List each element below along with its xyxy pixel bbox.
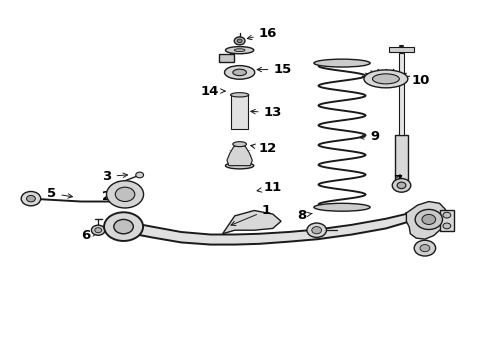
Ellipse shape — [313, 59, 369, 67]
Text: 12: 12 — [250, 142, 277, 155]
Ellipse shape — [232, 141, 246, 147]
Circle shape — [115, 187, 135, 202]
Ellipse shape — [234, 49, 244, 51]
Circle shape — [419, 244, 429, 252]
Ellipse shape — [396, 182, 405, 189]
Circle shape — [311, 226, 321, 234]
Text: 2: 2 — [102, 190, 117, 203]
Ellipse shape — [225, 46, 253, 54]
Ellipse shape — [95, 228, 102, 233]
Text: 7: 7 — [393, 174, 402, 186]
Circle shape — [442, 223, 450, 229]
Circle shape — [104, 212, 143, 241]
Text: 10: 10 — [401, 74, 429, 87]
Ellipse shape — [224, 66, 254, 79]
Text: 16: 16 — [247, 27, 277, 40]
Text: 6: 6 — [81, 229, 97, 242]
Ellipse shape — [372, 74, 399, 84]
Bar — [388, 47, 413, 52]
Text: 4: 4 — [112, 180, 125, 193]
Bar — [398, 53, 404, 135]
Circle shape — [306, 223, 326, 237]
Text: 8: 8 — [297, 209, 311, 222]
Circle shape — [421, 215, 435, 225]
Text: 1: 1 — [230, 204, 270, 225]
Text: 15: 15 — [257, 63, 291, 76]
Bar — [439, 210, 453, 231]
Ellipse shape — [313, 203, 369, 211]
Bar — [394, 135, 407, 180]
Text: 5: 5 — [47, 187, 72, 200]
Circle shape — [26, 195, 35, 202]
Polygon shape — [406, 202, 445, 239]
Circle shape — [114, 220, 133, 234]
Polygon shape — [226, 144, 252, 166]
Text: 3: 3 — [102, 170, 127, 183]
Ellipse shape — [237, 39, 242, 42]
Ellipse shape — [225, 162, 253, 169]
Text: 14: 14 — [200, 85, 224, 98]
Text: 11: 11 — [257, 181, 281, 194]
Text: 9: 9 — [359, 130, 379, 143]
Circle shape — [106, 181, 143, 208]
Bar — [231, 95, 247, 129]
Circle shape — [136, 172, 143, 178]
Circle shape — [413, 240, 435, 256]
Ellipse shape — [363, 70, 407, 88]
Circle shape — [21, 192, 41, 206]
Circle shape — [91, 225, 105, 235]
Ellipse shape — [230, 93, 248, 97]
Circle shape — [442, 212, 450, 218]
Ellipse shape — [234, 37, 244, 45]
Circle shape — [414, 210, 442, 229]
Ellipse shape — [232, 69, 246, 76]
Polygon shape — [222, 211, 281, 234]
Bar — [218, 54, 234, 62]
Text: 13: 13 — [250, 106, 282, 119]
Ellipse shape — [391, 179, 410, 192]
